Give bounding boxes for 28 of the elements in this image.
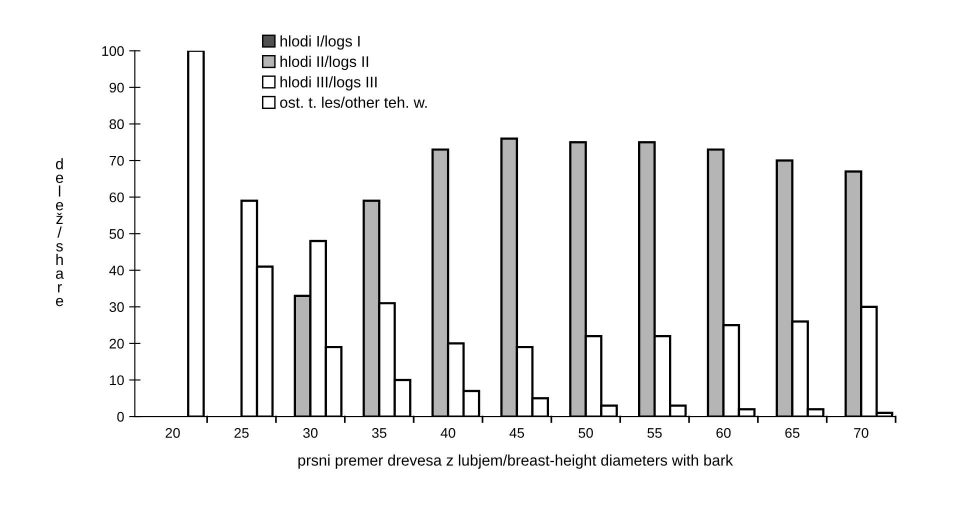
- y-tick-label: 40: [109, 266, 124, 276]
- x-tick-label: 50: [578, 428, 593, 438]
- y-tick-label: 70: [110, 156, 124, 166]
- y-tick-label: 10: [110, 375, 124, 386]
- y-tick-label: 20: [110, 338, 124, 349]
- x-axis-title: prsni premer drevesa z lubjem/breast-height diameters with bark: [298, 454, 734, 469]
- x-tick-label: 65: [785, 428, 800, 438]
- legend-label: hlodi III/logs III: [280, 76, 377, 90]
- x-tick-label: 30: [303, 428, 318, 438]
- y-tick-label: 80: [110, 119, 124, 130]
- x-tick-label: 25: [234, 428, 249, 438]
- text: delež/share: [56, 158, 64, 306]
- x-tick-label: 60: [716, 428, 731, 438]
- x-tick-label: 35: [372, 428, 386, 438]
- y-tick-label: 50: [110, 229, 124, 239]
- legend-label: ost. t. les/other teh. w.: [280, 96, 427, 108]
- legend-label: hlodi I/logs I: [280, 35, 360, 50]
- x-tick-label: 70: [854, 428, 868, 438]
- x-tick-label: 45: [510, 428, 524, 438]
- x-tick-label: 40: [440, 428, 456, 438]
- x-tick-label: 20: [166, 428, 180, 438]
- y-tick-label: 90: [110, 82, 124, 93]
- y-tick-label: 60: [110, 192, 124, 202]
- legend-label: hlodi II/logs II: [280, 56, 368, 70]
- y-tick-label: 30: [109, 302, 124, 312]
- y-tick-label: 100: [102, 46, 124, 56]
- x-tick-label: 55: [647, 428, 662, 438]
- y-tick-label: 0: [117, 412, 124, 422]
